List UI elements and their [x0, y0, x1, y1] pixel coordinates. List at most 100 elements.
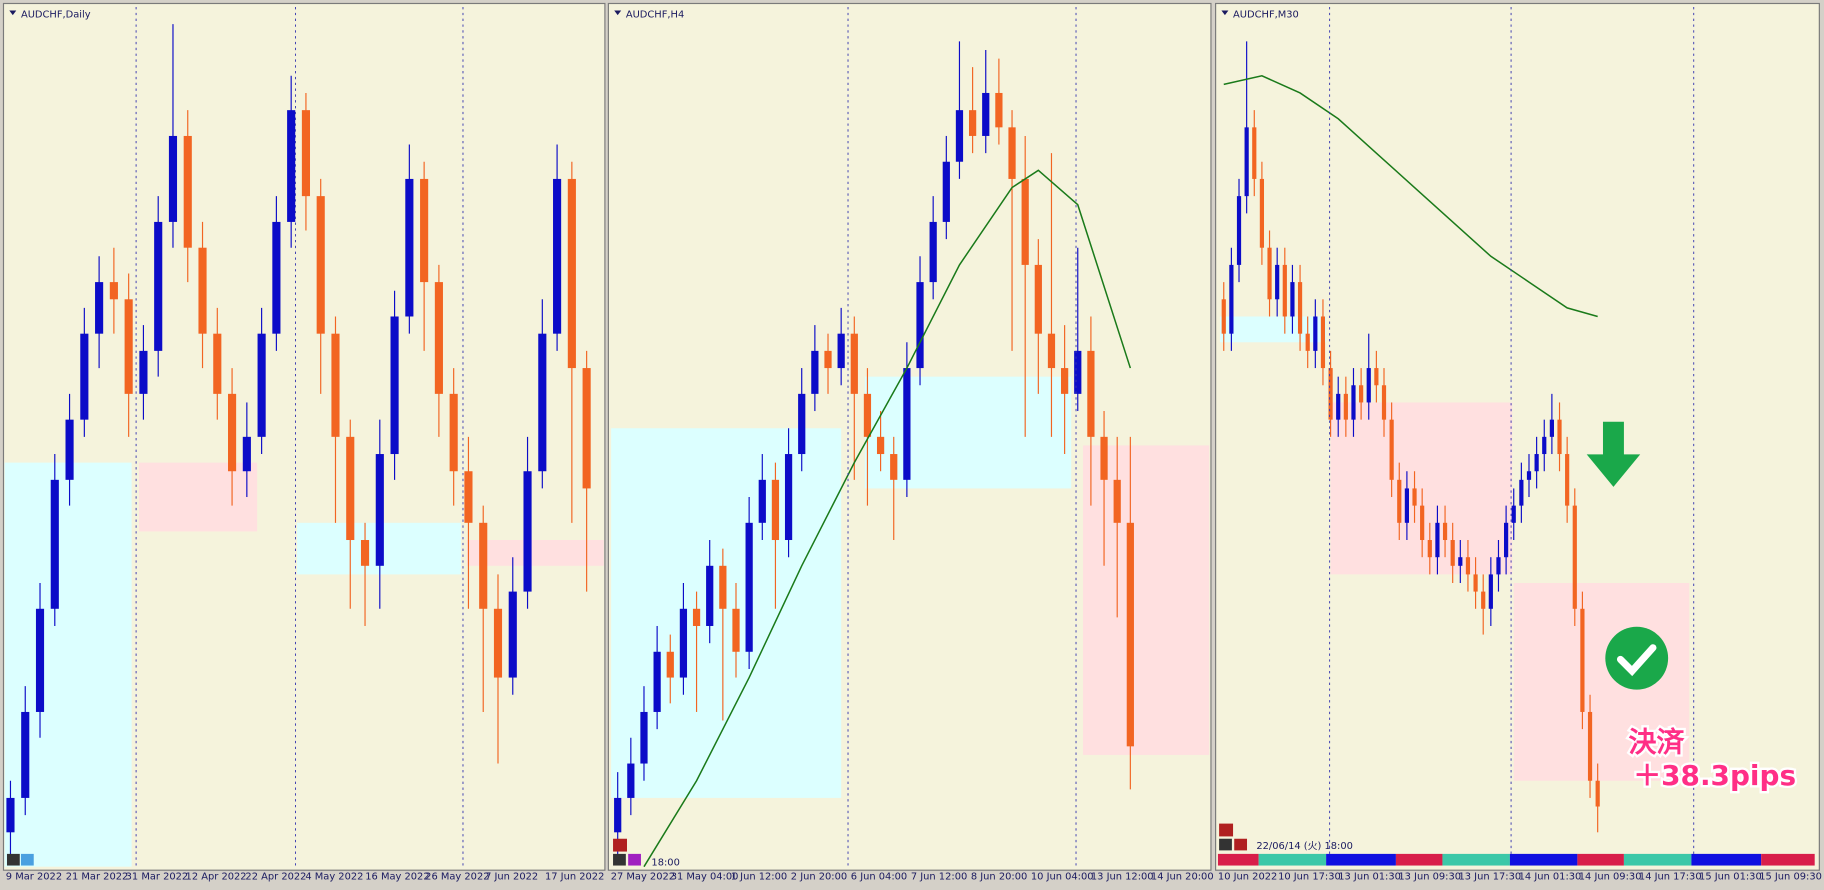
panel — [4, 24, 604, 867]
candle-body — [1259, 178, 1265, 248]
candle-body — [1351, 385, 1356, 420]
candle-body — [198, 247, 207, 334]
candle-body — [653, 651, 661, 712]
session — [1395, 853, 1443, 866]
x-axis-label: 10 Jun 04:00 — [1031, 872, 1094, 883]
icon[interactable] — [1219, 823, 1234, 837]
x-axis-label: 31 Mar 2022 — [126, 872, 189, 883]
candle-body — [1374, 368, 1379, 386]
candle-body — [627, 763, 635, 798]
candle-body — [538, 333, 547, 472]
moving-average — [643, 169, 1132, 868]
x-axis-label: 14 Jun 09:30 — [1579, 872, 1642, 883]
candle-body — [955, 110, 964, 162]
candle-body — [1061, 368, 1069, 394]
candle-body — [1572, 505, 1577, 609]
candle-body — [553, 178, 562, 334]
x-axis-label: 8 Jun 20:00 — [971, 872, 1027, 883]
x-axis-label: 14 Jun 20:00 — [1151, 872, 1214, 883]
candle-body — [242, 436, 251, 472]
x-axis-label: 7 Jun 12:00 — [911, 872, 967, 883]
session-strip — [1217, 853, 1815, 866]
candle-body — [1244, 127, 1249, 197]
session — [1442, 853, 1510, 866]
candle-body — [968, 110, 977, 136]
candle-body — [876, 436, 885, 455]
candle-body — [183, 135, 192, 248]
session — [1509, 853, 1578, 866]
x-axis-label: 4 May 2022 — [305, 872, 363, 883]
x-axis-label: 26 May 2022 — [425, 872, 489, 883]
icon[interactable] — [613, 838, 627, 852]
icon[interactable] — [1219, 838, 1232, 851]
x-axis-label: 7 Jun 2022 — [485, 872, 538, 883]
icon[interactable] — [628, 853, 641, 866]
candle-body — [1465, 557, 1471, 575]
candle-body — [567, 178, 576, 369]
candle-body — [798, 393, 806, 455]
candle-body — [1450, 540, 1455, 566]
marker-label: 22/06/14 (火) 18:00 — [1256, 841, 1353, 852]
candle-body — [771, 479, 780, 541]
x-axis-label: 21 Mar 2022 — [66, 872, 129, 883]
candle-body — [35, 608, 45, 712]
panel-title[interactable]: AUDCHF,H4 — [626, 9, 684, 20]
candle-body — [1343, 393, 1348, 420]
x-axis-label: 16 May 2022 — [365, 872, 429, 883]
candle-body — [745, 522, 753, 652]
zone — [466, 540, 604, 566]
icon[interactable] — [6, 853, 20, 866]
candle-body — [301, 110, 311, 197]
candle-body — [479, 522, 488, 609]
panel — [1219, 41, 1690, 833]
icon[interactable] — [1234, 838, 1248, 851]
candle-body — [995, 92, 1003, 128]
tool-icons — [6, 823, 1248, 866]
panel-title[interactable]: AUDCHF,Daily — [21, 9, 91, 20]
title-arrow — [614, 10, 622, 16]
candle-body — [1034, 264, 1042, 334]
candle-body — [21, 711, 30, 798]
x-axis-label: 13 Jun 17:30 — [1459, 872, 1522, 883]
candle-body — [1504, 522, 1509, 558]
candle-body — [1549, 419, 1554, 437]
x-axis-label: 15 Jun 09:30 — [1759, 872, 1822, 883]
candle-body — [1496, 557, 1501, 575]
session — [1217, 853, 1259, 866]
candle-body — [929, 221, 937, 283]
candle-body — [331, 333, 340, 437]
candle-body — [124, 299, 133, 394]
candle-body — [95, 282, 104, 334]
candle-body — [1519, 479, 1524, 506]
candle-body — [732, 608, 740, 652]
candle-body — [903, 368, 911, 480]
candle-body — [257, 333, 266, 437]
icon[interactable] — [613, 853, 626, 866]
marker-label: 18:00 — [651, 858, 679, 869]
candle-body — [679, 608, 688, 678]
panel-title[interactable]: AUDCHF,M30 — [1233, 9, 1299, 20]
candle-body — [1305, 333, 1310, 351]
candle-body — [1229, 264, 1234, 334]
zone — [138, 462, 258, 532]
candle-body — [758, 479, 766, 523]
candle-body — [1420, 505, 1425, 541]
candle-body — [1290, 282, 1295, 317]
candle-body — [50, 479, 59, 609]
zone — [1083, 445, 1210, 755]
x-axis-label: 12 Apr 2022 — [186, 872, 247, 883]
zone — [4, 462, 132, 867]
candle-body — [1252, 127, 1257, 179]
moving-average — [1223, 74, 1598, 318]
candle-body — [6, 797, 15, 833]
candle-body — [316, 196, 325, 334]
session — [1691, 853, 1762, 866]
candle-body — [811, 350, 819, 394]
candle-body — [508, 591, 517, 678]
candle-body — [1236, 196, 1242, 265]
candle-body — [916, 282, 924, 369]
icon[interactable] — [20, 853, 34, 866]
x-axis-label: 31 May 04:00 — [671, 872, 739, 883]
